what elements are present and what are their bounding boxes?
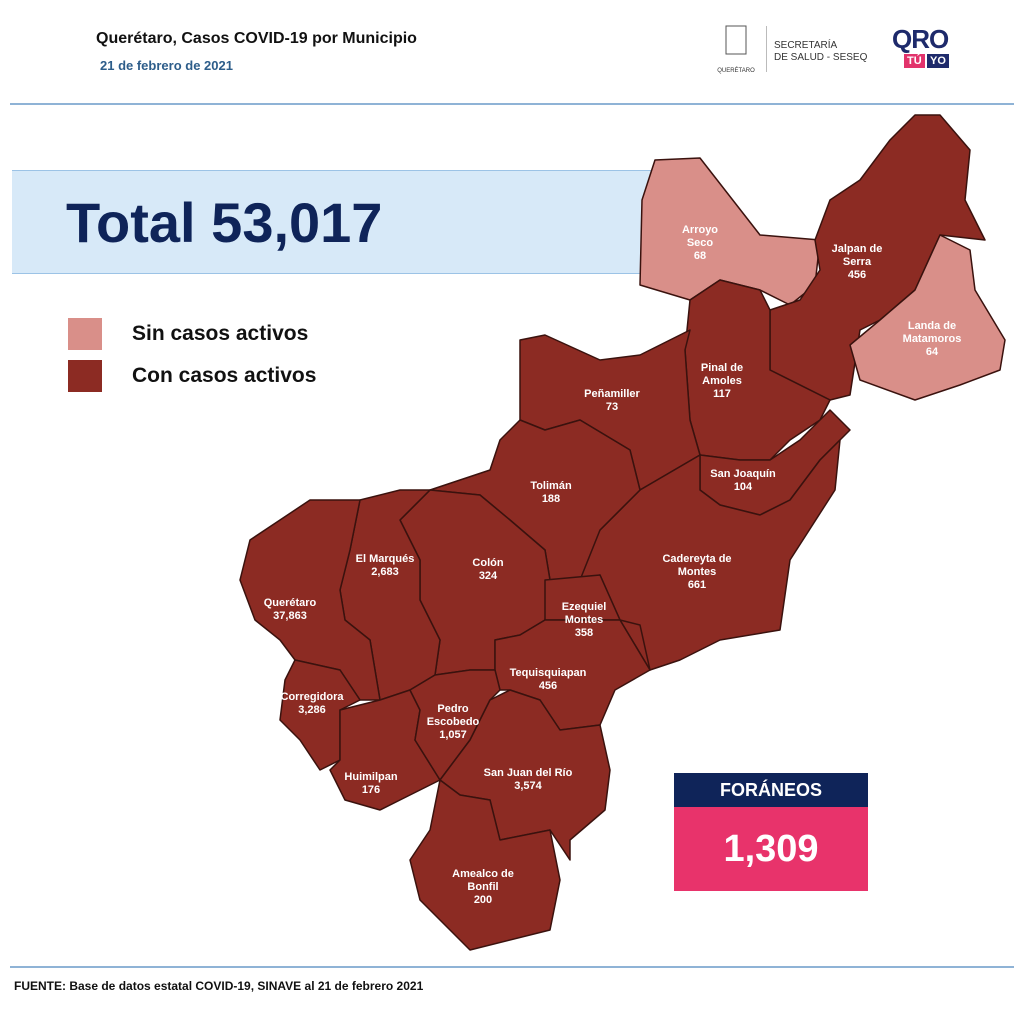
municipality-label: Jalpan de Serra 456 (822, 243, 892, 282)
region (639, 157, 821, 306)
municipality-value: 68 (693, 250, 707, 262)
municipality-label: El Marqués 2,683 (340, 553, 430, 579)
foraneos-label: FORÁNEOS (674, 773, 868, 807)
logo-qro: QRO (892, 24, 949, 54)
municipality-value: 3,286 (298, 704, 326, 716)
municipality-label: San Juan del Río 3,574 (473, 767, 583, 793)
municipality-value: 117 (713, 388, 731, 400)
legend-swatch (68, 360, 102, 392)
total: Total 53,017 (66, 191, 383, 254)
municipality-label: Pedro Escobedo 1,057 (423, 703, 483, 742)
rule (10, 103, 1014, 105)
municipality-name: Peñamiller (584, 388, 640, 400)
date: 21 de febrero de 2021 (100, 58, 233, 73)
municipality-value: 104 (733, 481, 753, 493)
region (329, 689, 441, 811)
footer: FUENTE: Base de datos estatal COVID-19, … (14, 979, 424, 993)
municipality-label: Pinal de Amoles 117 (692, 362, 752, 401)
municipality-name: El Marqués (355, 553, 415, 565)
municipality-value: 73 (605, 401, 619, 413)
municipality-name: Tolimán (530, 480, 572, 492)
municipality-label: Tolimán 188 (516, 480, 586, 506)
municipality-label: Colón 324 (458, 557, 518, 583)
legend-label: Con casos activos (132, 364, 317, 387)
logo-line: DE SALUD - SESEQ (774, 52, 868, 63)
municipality-value: 324 (478, 570, 498, 582)
municipality-name: Querétaro (263, 597, 317, 609)
municipality-value: 456 (538, 680, 558, 692)
municipalities (239, 114, 1006, 951)
logo-state: QUERÉTARO (717, 67, 755, 74)
region (409, 779, 561, 951)
state-logo: QUERÉTARO (717, 25, 755, 74)
municipality-value: 2,683 (371, 566, 399, 578)
municipality-label: Ezequiel Montes 358 (549, 601, 619, 640)
municipality-name: Arroyo Seco (681, 224, 719, 249)
foraneos-value: 1,309 (674, 807, 868, 891)
municipality-label: Querétaro 37,863 (250, 597, 330, 623)
municipality-name: Jalpan de Serra (831, 243, 883, 268)
region (769, 114, 986, 401)
total-band (12, 170, 672, 274)
municipality-label: Peñamiller 73 (572, 388, 652, 414)
municipality-label: Cadereyta de Montes 661 (652, 553, 742, 592)
rule (10, 966, 1014, 968)
municipality-name: San Joaquín (710, 468, 776, 480)
municipality-value: 456 (847, 269, 867, 281)
municipality-label: Corregidora 3,286 (272, 691, 352, 717)
legend-swatch (68, 318, 102, 350)
municipality-value: 3,574 (514, 780, 542, 792)
logo-line: SECRETARÍA (774, 40, 838, 51)
municipality-value: 176 (361, 784, 381, 796)
municipality-name: Colón (472, 557, 504, 569)
legend-label: Sin casos activos (132, 322, 309, 345)
divider (766, 26, 767, 72)
municipality-name: Amealco de Bonfil (452, 868, 514, 893)
municipality-label: San Joaquín 104 (698, 468, 788, 494)
municipality-value: 188 (541, 493, 561, 505)
municipality-value: 37,863 (273, 610, 307, 622)
municipality-name: Cadereyta de Montes (662, 553, 732, 578)
municipality-value: 1,057 (439, 729, 467, 741)
region (239, 499, 381, 701)
municipality-label: Tequisquiapan 456 (498, 667, 598, 693)
municipality-name: Corregidora (280, 691, 344, 703)
municipality-label: Landa de Matamoros 64 (892, 320, 972, 359)
logo-tu: TÚ (904, 54, 925, 68)
municipality-value: 358 (574, 627, 594, 639)
municipality-name: Ezequiel Montes (561, 601, 607, 626)
municipality-name: Huimilpan (344, 771, 398, 783)
municipality-label: Amealco de Bonfil 200 (443, 868, 523, 907)
title: Querétaro, Casos COVID-19 por Municipio (96, 30, 417, 47)
municipality-name: Pedro Escobedo (426, 703, 480, 728)
shield (725, 25, 747, 55)
municipality-name: San Juan del Río (483, 767, 573, 779)
secretaria: SECRETARÍA DE SALUD - SESEQ (774, 40, 867, 64)
municipality-value: 200 (473, 894, 493, 906)
region (849, 234, 1006, 401)
logo-yo: YO (927, 54, 949, 68)
municipality-name: Pinal de Amoles (700, 362, 744, 387)
municipality-label: Huimilpan 176 (336, 771, 406, 797)
municipality-value: 64 (925, 346, 939, 358)
municipality-name: Landa de Matamoros (902, 320, 962, 345)
municipality-value: 661 (687, 579, 707, 591)
municipality-name: Tequisquiapan (509, 667, 587, 679)
municipality-label: Arroyo Seco 68 (670, 224, 730, 263)
